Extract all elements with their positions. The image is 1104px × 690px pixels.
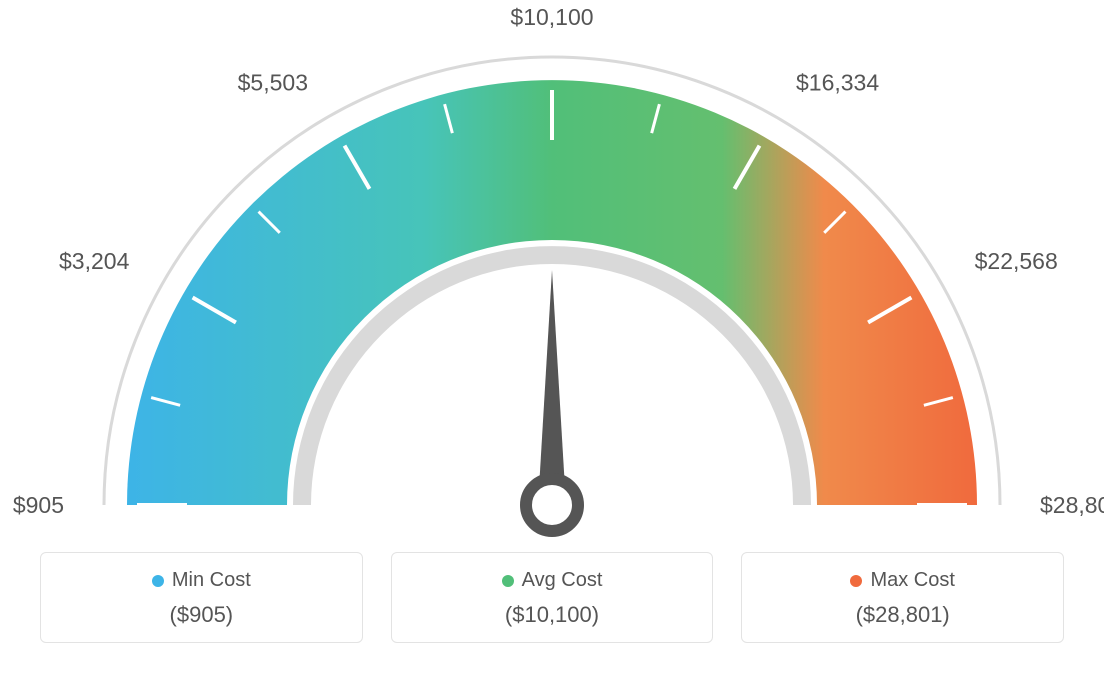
- avg-cost-label-text: Avg Cost: [522, 569, 603, 591]
- min-cost-value: ($905): [41, 602, 362, 628]
- avg-dot-icon: [502, 575, 514, 587]
- max-cost-label: Max Cost: [742, 569, 1063, 592]
- gauge-area: $905 $3,204 $5,503 $10,100 $16,334 $22,568 $28…: [0, 0, 1104, 560]
- avg-cost-card: Avg Cost ($10,100): [391, 552, 714, 643]
- gauge-hub: [526, 479, 578, 531]
- gauge-tick-label: $905: [13, 492, 64, 518]
- max-dot-icon: [850, 575, 862, 587]
- summary-cards: Min Cost ($905) Avg Cost ($10,100) Max C…: [40, 552, 1064, 643]
- max-cost-label-text: Max Cost: [870, 569, 954, 591]
- gauge-tick-label: $28,801: [1040, 492, 1104, 518]
- gauge-tick-label: $5,503: [238, 69, 308, 95]
- gauge-chart-container: $905 $3,204 $5,503 $10,100 $16,334 $22,568 $28…: [0, 0, 1104, 690]
- gauge-tick-label: $3,204: [59, 248, 130, 274]
- gauge-tick-label: $10,100: [510, 4, 593, 30]
- min-cost-label: Min Cost: [41, 569, 362, 592]
- max-cost-value: ($28,801): [742, 602, 1063, 628]
- gauge-tick-label: $16,334: [796, 69, 879, 95]
- max-cost-card: Max Cost ($28,801): [741, 552, 1064, 643]
- avg-cost-label: Avg Cost: [392, 569, 713, 592]
- min-dot-icon: [152, 575, 164, 587]
- min-cost-card: Min Cost ($905): [40, 552, 363, 643]
- gauge-tick-label: $22,568: [975, 248, 1058, 274]
- avg-cost-value: ($10,100): [392, 602, 713, 628]
- gauge-svg: $905 $3,204 $5,503 $10,100 $16,334 $22,568 $28…: [0, 0, 1104, 560]
- min-cost-label-text: Min Cost: [172, 569, 251, 591]
- gauge-needle: [538, 270, 566, 505]
